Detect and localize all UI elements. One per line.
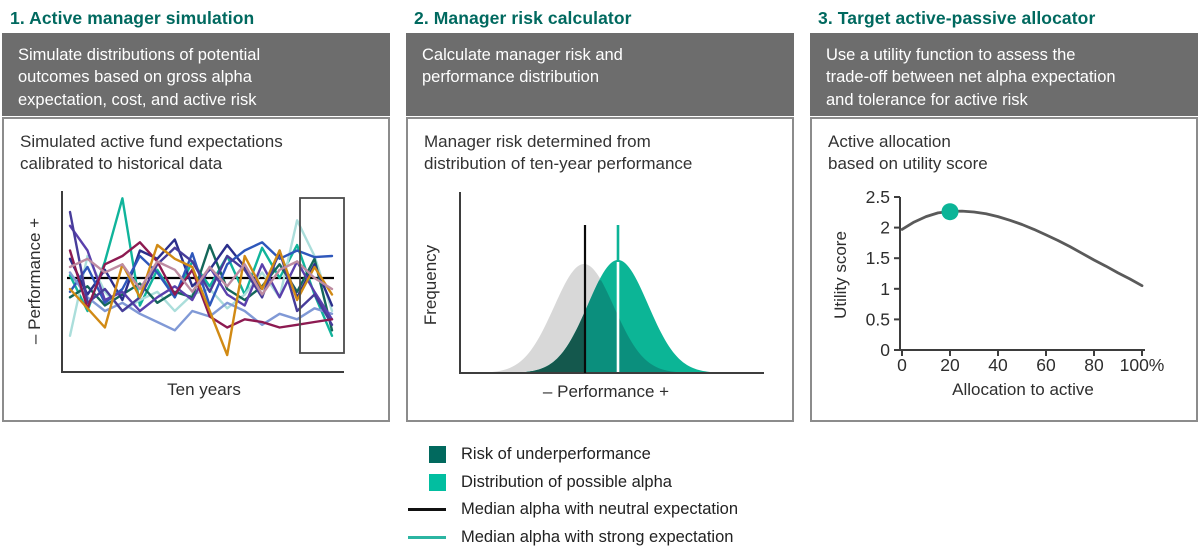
panel-2-subtitle: Manager risk determined from distributio… xyxy=(408,119,792,175)
median-alpha-neutral-swatch xyxy=(408,508,446,511)
panel-active-manager-simulation: 1. Active manager simulation Simulate di… xyxy=(2,6,390,422)
panel-2-title: 2. Manager risk calculator xyxy=(406,6,794,30)
utility-score-chart: 0 0.5 1 1.5 2 2.5 0 20 40 60 80 100% Allocation to a… xyxy=(812,179,1196,414)
risk-of-underperformance-swatch xyxy=(429,446,446,463)
y-tick-label: 2.5 xyxy=(866,187,890,207)
panel-2-description: Calculate manager risk and performance d… xyxy=(406,33,794,116)
panel-1-description: Simulate distributions of potential outc… xyxy=(2,33,390,116)
legend: Risk of underperformance Distribution of… xyxy=(408,441,738,551)
panel-3-body: Active allocation based on utility score… xyxy=(810,117,1198,422)
panel-1-subtitle: Simulated active fund expectations calib… xyxy=(4,119,388,175)
risk-distribution-chart: – Performance + Frequency xyxy=(408,179,792,414)
x-tick-label: 60 xyxy=(1036,355,1056,375)
panel-1-title: 1. Active manager simulation xyxy=(2,6,390,30)
panel-2-body: Manager risk determined from distributio… xyxy=(406,117,794,422)
x-axis-label: Ten years xyxy=(167,380,241,399)
panel-1-body: Simulated active fund expectations calib… xyxy=(2,117,390,422)
median-alpha-strong-swatch xyxy=(408,536,446,539)
simulation-chart: Ten years – Performance + xyxy=(4,179,388,414)
legend-swatch-box xyxy=(408,536,446,539)
legend-item-median-neutral: Median alpha with neutral expectation xyxy=(408,496,738,524)
legend-item-distribution: Distribution of possible alpha xyxy=(408,469,738,497)
legend-swatch-box xyxy=(408,446,446,463)
x-tick-label: 0 xyxy=(897,355,907,375)
x-tick-label: 80 xyxy=(1084,355,1104,375)
distribution-of-possible-alpha-swatch xyxy=(429,474,446,491)
y-axis-label: Utility score xyxy=(831,231,850,319)
x-tick-label: 20 xyxy=(940,355,960,375)
panel-3-description: Use a utility function to assess the tra… xyxy=(810,33,1198,116)
x-tick-label: 100% xyxy=(1120,355,1165,375)
legend-swatch-box xyxy=(408,508,446,511)
x-tick-label: 40 xyxy=(988,355,1008,375)
panel-manager-risk-calculator: 2. Manager risk calculator Calculate man… xyxy=(406,6,794,422)
utility-curve xyxy=(902,211,1142,286)
legend-label: Median alpha with neutral expectation xyxy=(461,500,738,519)
y-tick-label: 2 xyxy=(880,218,890,238)
y-tick-label: 0 xyxy=(880,340,890,360)
x-axis-label: – Performance + xyxy=(543,382,669,401)
panel-target-active-passive-allocator: 3. Target active-passive allocator Use a… xyxy=(810,6,1198,422)
legend-label: Distribution of possible alpha xyxy=(461,473,672,492)
axes xyxy=(900,197,1145,350)
legend-swatch-box xyxy=(408,474,446,491)
y-tick-label: 1 xyxy=(880,279,890,299)
legend-label: Median alpha with strong expectation xyxy=(461,528,733,547)
panel-3-subtitle: Active allocation based on utility score xyxy=(812,119,1196,175)
y-tick-label: 0.5 xyxy=(866,309,890,329)
y-axis-label: Frequency xyxy=(421,244,440,325)
legend-label: Risk of underperformance xyxy=(461,445,651,464)
x-axis-label: Allocation to active xyxy=(952,380,1094,399)
panel-3-title: 3. Target active-passive allocator xyxy=(810,6,1198,30)
legend-item-median-strong: Median alpha with strong expectation xyxy=(408,524,738,551)
y-tick-label: 1.5 xyxy=(866,248,890,268)
optimal-allocation-marker xyxy=(942,203,959,220)
legend-item-risk: Risk of underperformance xyxy=(408,441,738,469)
y-axis-label: – Performance + xyxy=(25,218,44,344)
